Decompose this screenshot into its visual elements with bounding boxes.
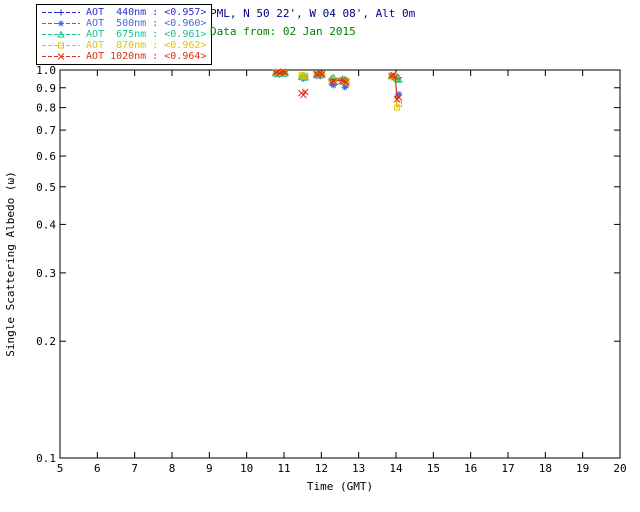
x-tick-label: 10 (240, 462, 253, 475)
y-tick-label: 0.6 (36, 150, 56, 163)
x-tick-label: 18 (539, 462, 552, 475)
x-tick-label: 12 (315, 462, 328, 475)
y-tick-label: 0.4 (36, 218, 56, 231)
data-date: Data from: 02 Jan 2015 (210, 25, 356, 38)
y-axis-title: Single Scattering Albedo (ω) (4, 171, 17, 356)
legend-line-sample (42, 53, 80, 60)
y-tick-label: 1.0 (36, 64, 56, 77)
x-tick-label: 8 (169, 462, 176, 475)
legend-item-870nm: AOT 870nm : <0.962> (41, 40, 206, 51)
y-tick-label: 0.7 (36, 124, 56, 137)
legend-item-label: AOT 870nm : <0.962> (86, 40, 207, 51)
legend-item-label: AOT 500nm : <0.960> (86, 18, 207, 29)
x-tick-label: 9 (206, 462, 213, 475)
legend-line-sample (42, 42, 80, 49)
x-axis-title: Time (GMT) (307, 480, 373, 493)
x-tick-label: 6 (94, 462, 101, 475)
series-line-1020nm (275, 71, 400, 101)
x-tick-label: 16 (464, 462, 477, 475)
x-tick-label: 11 (277, 462, 290, 475)
series-markers-1020nm (272, 68, 403, 103)
series-line-500nm (275, 71, 400, 98)
legend-line-sample (42, 9, 80, 16)
legend-item-500nm: AOT 500nm : <0.960> (41, 18, 206, 29)
series-markers-440nm (272, 70, 402, 84)
y-tick-label: 0.5 (36, 181, 56, 194)
legend-item-label: AOT 440nm : <0.957> (86, 7, 207, 18)
plot-frame (59, 69, 621, 459)
x-tick-label: 13 (352, 462, 365, 475)
x-tick-label: 20 (613, 462, 626, 475)
x-tick-label: 5 (57, 462, 64, 475)
y-tick-label: 0.9 (36, 82, 56, 95)
station-info: PML, N 50 22', W 04 08', Alt 0m (210, 7, 416, 20)
y-tick-label: 0.8 (36, 102, 56, 115)
legend-box: AOT 440nm : <0.957> AOT 500nm : <0.960> AO… (36, 4, 213, 65)
legend-item-440nm: AOT 440nm : <0.957> (41, 7, 206, 18)
legend-line-sample (42, 20, 80, 27)
x-tick-label: 19 (576, 462, 589, 475)
legend-item-label: AOT 1020nm : <0.964> (86, 51, 207, 62)
y-tick-label: 0.3 (36, 267, 56, 280)
legend-line-sample (42, 30, 80, 38)
y-tick-label: 0.2 (36, 335, 56, 348)
series-line-870nm (275, 71, 400, 110)
x-tick-label: 15 (427, 462, 440, 475)
legend-item-675nm: AOT 675nm : <0.961> (41, 29, 206, 40)
x-tick-label: 17 (501, 462, 514, 475)
legend-item-label: AOT 675nm : <0.961> (86, 29, 207, 40)
series-line-440nm (275, 72, 400, 82)
y-tick-label: 0.1 (36, 452, 56, 465)
x-tick-label: 7 (131, 462, 138, 475)
legend-item-1020nm: AOT 1020nm : <0.964> (41, 51, 206, 62)
x-tick-label: 14 (389, 462, 403, 475)
series-markers-870nm (272, 69, 402, 111)
series-line-675nm (275, 71, 400, 81)
